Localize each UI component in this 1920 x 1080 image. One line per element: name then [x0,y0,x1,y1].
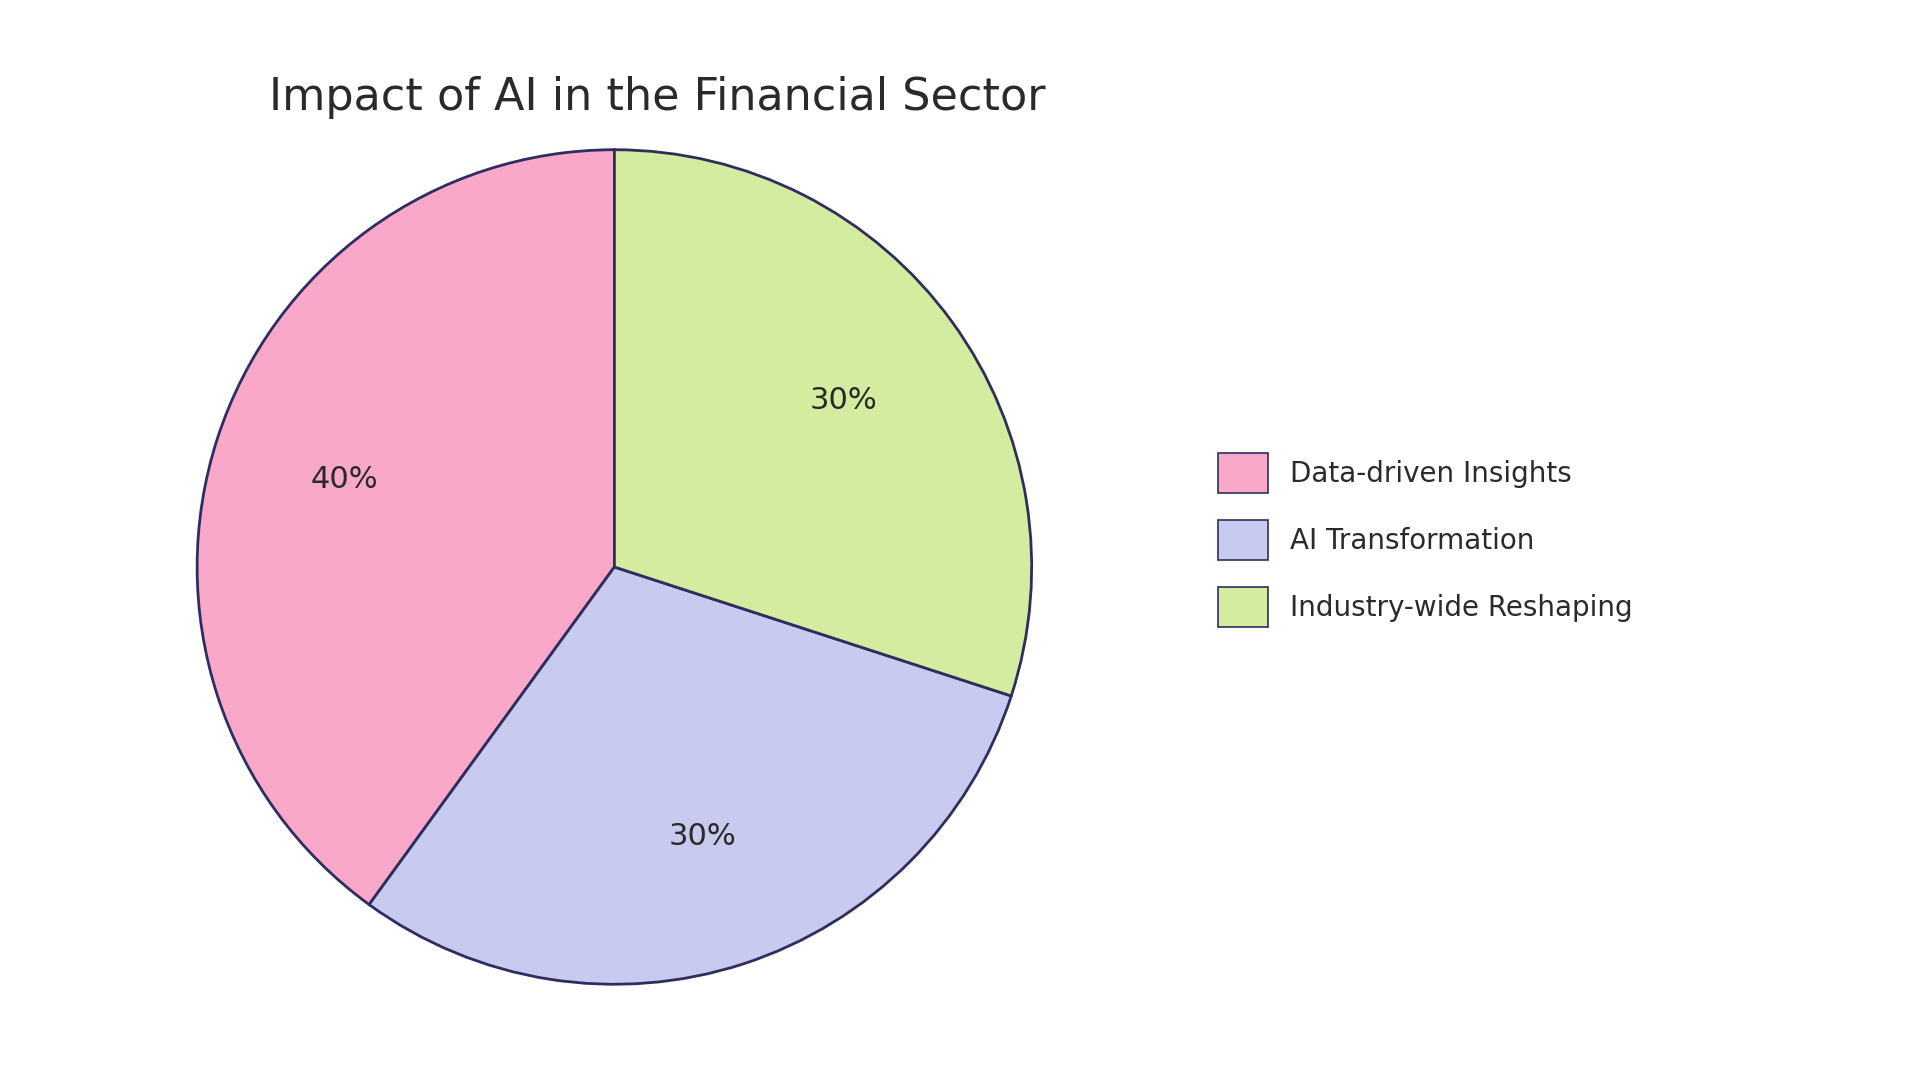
Text: 40%: 40% [311,464,378,494]
Wedge shape [198,150,614,905]
Text: Impact of AI in the Financial Sector: Impact of AI in the Financial Sector [269,76,1044,119]
Text: 30%: 30% [810,386,877,415]
Wedge shape [369,567,1012,984]
Text: 30%: 30% [668,822,735,851]
Legend: Data-driven Insights, AI Transformation, Industry-wide Reshaping: Data-driven Insights, AI Transformation,… [1204,440,1647,640]
Wedge shape [614,150,1031,696]
